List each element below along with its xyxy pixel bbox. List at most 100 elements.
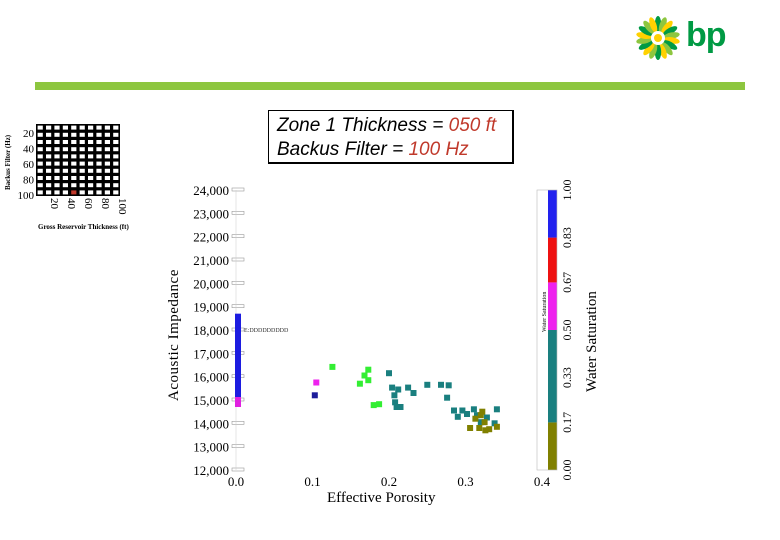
selector-cell[interactable] [37, 183, 43, 188]
selector-cell[interactable] [37, 176, 43, 180]
selector-cell[interactable] [88, 125, 94, 130]
selector-cell[interactable] [113, 140, 119, 144]
selector-cell[interactable] [96, 168, 102, 173]
selector-cell[interactable] [96, 161, 102, 166]
selector-cell[interactable] [54, 176, 60, 180]
selector-cell[interactable] [96, 176, 102, 180]
selector-cell[interactable] [37, 161, 43, 166]
selector-cell[interactable] [104, 154, 110, 159]
selector-cell[interactable] [88, 132, 94, 137]
selector-cell[interactable] [46, 132, 52, 137]
selector-cell[interactable] [46, 147, 52, 152]
selector-cell[interactable] [37, 147, 43, 152]
selector-cell[interactable] [113, 132, 119, 137]
selector-cell[interactable] [46, 176, 52, 180]
selector-cell[interactable] [54, 147, 60, 152]
selector-cell[interactable] [113, 125, 119, 130]
selector-cell[interactable] [113, 154, 119, 159]
selector-cell[interactable] [46, 154, 52, 159]
selector-cell[interactable] [104, 140, 110, 144]
selector-cell[interactable] [62, 125, 68, 130]
selector-cell[interactable] [71, 168, 77, 173]
selector-cell[interactable] [54, 190, 60, 195]
selector-cell[interactable] [62, 168, 68, 173]
selector-cell[interactable] [37, 140, 43, 144]
selector-cell[interactable] [54, 168, 60, 173]
selector-cell[interactable] [88, 154, 94, 159]
selector-cell[interactable] [104, 183, 110, 188]
selector-cell[interactable] [62, 154, 68, 159]
selector-cell[interactable] [96, 147, 102, 152]
selector-cell[interactable] [54, 140, 60, 144]
selector-cell[interactable] [104, 132, 110, 137]
selector-cell[interactable] [88, 147, 94, 152]
selector-cell[interactable] [71, 140, 77, 144]
selector-cell[interactable] [37, 132, 43, 137]
selector-cell[interactable] [62, 147, 68, 152]
selector-cell[interactable] [96, 190, 102, 195]
selector-cell[interactable] [79, 147, 85, 152]
selector-cell[interactable] [46, 161, 52, 166]
selector-cell[interactable] [46, 190, 52, 195]
selector-cell[interactable] [96, 154, 102, 159]
selector-cell[interactable] [54, 183, 60, 188]
selector-cell[interactable] [113, 183, 119, 188]
selector-cell[interactable] [46, 168, 52, 173]
selector-cell[interactable] [79, 125, 85, 130]
selector-cell[interactable] [104, 147, 110, 152]
selector-cell[interactable] [62, 176, 68, 180]
selector-cell[interactable] [79, 168, 85, 173]
selector-cell[interactable] [37, 154, 43, 159]
selector-cell[interactable] [113, 168, 119, 173]
selector-cell[interactable] [71, 161, 77, 166]
selector-cell[interactable] [71, 125, 77, 130]
selector-cell[interactable] [62, 132, 68, 137]
selector-cell[interactable] [79, 176, 85, 180]
selector-cell[interactable] [54, 154, 60, 159]
selector-cell[interactable] [79, 183, 85, 188]
selector-cell[interactable] [62, 190, 68, 195]
selector-cell[interactable] [88, 168, 94, 173]
selector-cell[interactable] [54, 161, 60, 166]
selector-cell[interactable] [71, 183, 77, 188]
selector-cell[interactable] [71, 147, 77, 152]
selector-cell[interactable] [88, 176, 94, 180]
selector-cell[interactable] [104, 161, 110, 166]
selector-cell[interactable] [96, 183, 102, 188]
selector-cell[interactable] [62, 183, 68, 188]
selector-cell[interactable] [54, 125, 60, 130]
selector-cell-selected[interactable] [71, 190, 77, 195]
selector-cell[interactable] [104, 168, 110, 173]
selector-cell[interactable] [88, 161, 94, 166]
selector-cell[interactable] [37, 190, 43, 195]
selector-cell[interactable] [46, 140, 52, 144]
selector-cell[interactable] [96, 140, 102, 144]
selector-cell[interactable] [54, 132, 60, 137]
selector-cell[interactable] [71, 176, 77, 180]
selector-cell[interactable] [113, 190, 119, 195]
selector-cell[interactable] [104, 176, 110, 180]
selector-cell[interactable] [46, 183, 52, 188]
selector-cell[interactable] [79, 140, 85, 144]
selector-cell[interactable] [113, 147, 119, 152]
selector-cell[interactable] [88, 183, 94, 188]
selector-cell[interactable] [79, 190, 85, 195]
selector-cell[interactable] [46, 125, 52, 130]
selector-cell[interactable] [79, 132, 85, 137]
selector-cell[interactable] [71, 154, 77, 159]
selector-cell[interactable] [113, 176, 119, 180]
selector-cell[interactable] [96, 132, 102, 137]
selector-cell[interactable] [62, 161, 68, 166]
thickness-filter-selector[interactable]: 20 40 60 80 100 20 40 60 80 100 Backus Filter (H… [0, 118, 150, 238]
selector-cell[interactable] [96, 125, 102, 130]
selector-cell[interactable] [37, 125, 43, 130]
selector-cell[interactable] [104, 190, 110, 195]
selector-cell[interactable] [88, 140, 94, 144]
selector-cell[interactable] [104, 125, 110, 130]
selector-cell[interactable] [113, 161, 119, 166]
selector-cell[interactable] [88, 190, 94, 195]
selector-cell[interactable] [71, 132, 77, 137]
selector-cell[interactable] [37, 168, 43, 173]
selector-cell[interactable] [62, 140, 68, 144]
selector-cell[interactable] [79, 154, 85, 159]
